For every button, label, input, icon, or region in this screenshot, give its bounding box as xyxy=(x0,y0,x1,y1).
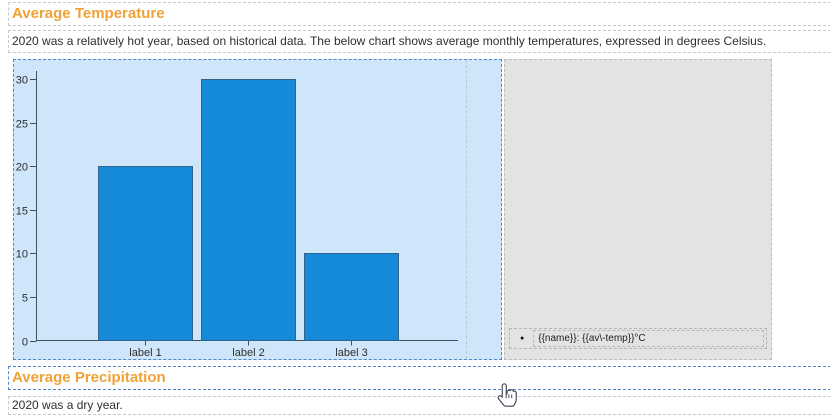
y-axis-tick-label: 15 xyxy=(16,206,28,218)
paragraph-temperature-intro[interactable]: 2020 was a relatively hot year, based on… xyxy=(8,30,830,53)
bar-chart-svg: 0 5 10 15 20 25 30 label 1 label 2 label 3 xyxy=(16,71,458,359)
y-axis-tick-label: 30 xyxy=(16,75,28,87)
chart-bar[interactable] xyxy=(98,166,193,341)
y-axis-tick-label: 5 xyxy=(22,293,28,305)
x-axis-label: label 3 xyxy=(335,347,367,359)
heading-average-temperature[interactable]: Average Temperature xyxy=(8,2,830,26)
chart-legend-panel[interactable]: ● {{name}}: {{av\-temp}}°C xyxy=(504,59,772,360)
legend-item[interactable]: ● {{name}}: {{av\-temp}}°C xyxy=(509,328,767,349)
y-axis-tick-label: 0 xyxy=(22,337,28,349)
layout-guide-line xyxy=(466,60,467,359)
y-axis-tick-label: 20 xyxy=(16,162,28,174)
x-axis-label: label 1 xyxy=(129,347,161,359)
chart-bar[interactable] xyxy=(201,79,296,341)
heading-average-precipitation[interactable]: Average Precipitation xyxy=(8,366,830,390)
legend-template-field[interactable]: {{name}}: {{av\-temp}}°C xyxy=(533,330,764,347)
paragraph-precipitation-intro[interactable]: 2020 was a dry year. xyxy=(8,396,830,415)
bar-chart-plot-area[interactable]: 0 5 10 15 20 25 30 label 1 label 2 label 3 xyxy=(13,59,502,360)
y-axis-tick-label: 10 xyxy=(16,249,28,261)
y-axis-tick-label: 25 xyxy=(16,119,28,131)
legend-bullet-icon: ● xyxy=(520,335,525,342)
x-axis-label: label 2 xyxy=(232,347,264,359)
chart-bar[interactable] xyxy=(304,253,399,341)
